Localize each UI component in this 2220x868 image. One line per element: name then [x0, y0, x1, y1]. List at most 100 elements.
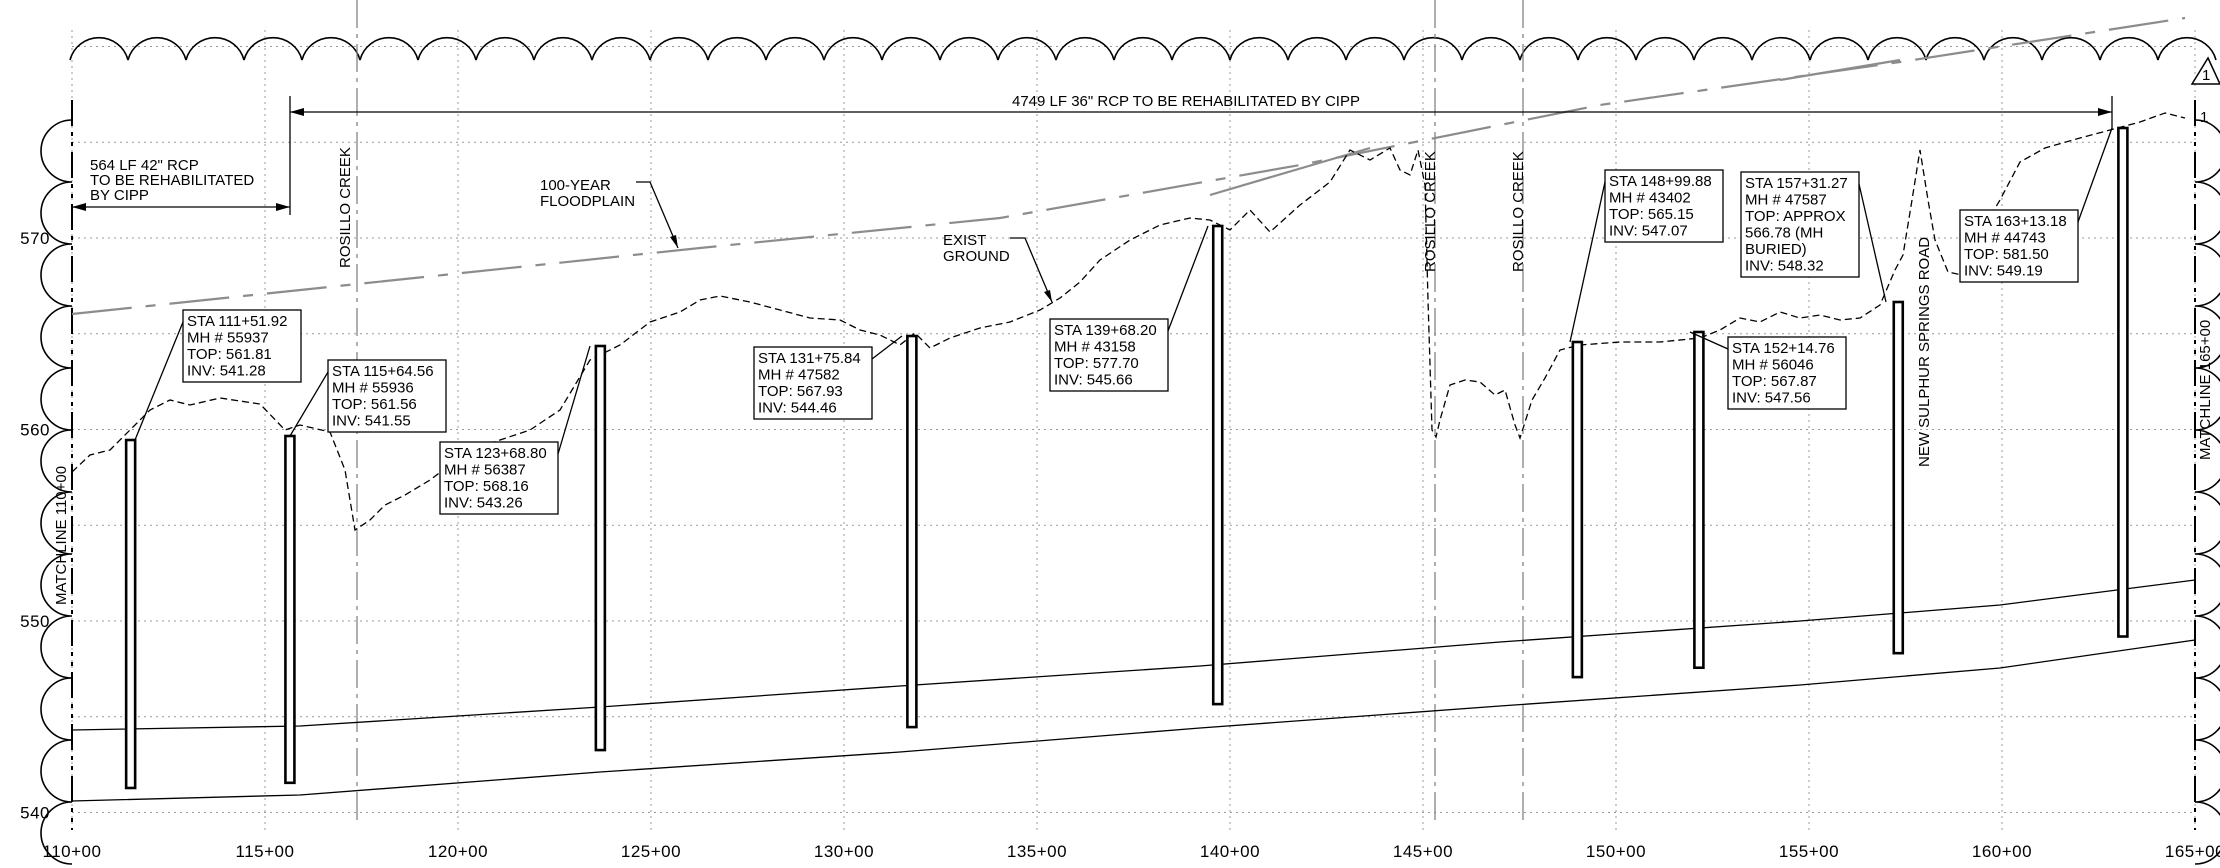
y-tick-label: 550 — [20, 612, 50, 631]
manhole-callout-box — [1604, 169, 1724, 243]
x-tick-label: 145+00 — [1393, 842, 1453, 861]
ground-callout: EXIST GROUND — [943, 232, 1053, 303]
x-tick-label: 140+00 — [1200, 842, 1260, 861]
manhole-callout-text: MH # 56387 — [444, 462, 526, 479]
y-tick-label: 560 — [20, 421, 50, 440]
manhole-callout-text: BURIED) — [1745, 241, 1807, 258]
manhole-leader — [871, 335, 903, 360]
manhole-callout-text: MH # 43158 — [1054, 339, 1136, 356]
creek-label-3: ROSILLO CREEK — [1510, 151, 1527, 272]
manhole-leader — [289, 371, 329, 437]
manhole-callout-text: STA 163+13.18 — [1964, 213, 2067, 230]
x-tick-label: 115+00 — [236, 842, 295, 861]
manhole-callout-text: INV: 547.07 — [1609, 223, 1688, 240]
x-tick-label: 110+00 — [43, 842, 102, 861]
pipe-crown-line — [71, 579, 2196, 731]
manhole-callout-text: TOP: 567.87 — [1732, 373, 1817, 390]
revision-mark: 1 — [2202, 67, 2210, 84]
manhole-callout-box — [753, 346, 873, 420]
floodplain-label-line-2: FLOODPLAIN — [540, 193, 635, 210]
manhole-callout-text: INV: 541.28 — [187, 363, 266, 380]
manhole-leader — [1569, 181, 1606, 343]
manhole-leader — [1167, 225, 1209, 332]
manhole-riser — [124, 438, 137, 790]
dimension-left-line-3: BY CIPP — [90, 187, 149, 204]
x-tick-label: 165+00 — [2165, 842, 2220, 861]
manhole-callout-text: INV: 545.66 — [1054, 372, 1133, 389]
manhole-callout-text: MH # 55937 — [187, 330, 269, 347]
creek-label-1: ROSILLO CREEK — [337, 147, 354, 268]
manhole-leader — [1689, 331, 1729, 350]
manhole-riser — [594, 344, 607, 752]
manhole-callout-text: MH # 47582 — [758, 367, 840, 384]
manhole-riser — [906, 334, 918, 729]
creek-label-2: ROSILLO CREEK — [1422, 151, 1439, 272]
manhole-callout-text: TOP: 581.50 — [1964, 246, 2049, 263]
manhole-callout-text: MH # 56046 — [1732, 357, 1814, 374]
manhole-callout-text: TOP: 577.70 — [1054, 355, 1139, 372]
manhole-callout-box — [1959, 209, 2079, 283]
manhole-riser — [1211, 224, 1224, 706]
dimension-left-line-1: 564 LF 42" RCP — [90, 157, 199, 174]
manhole-callout-text: INV: 544.46 — [758, 400, 837, 417]
pipe-invert-line — [71, 639, 2196, 802]
revision-cloud — [40, 36, 2220, 865]
road-label: NEW SULPHUR SPRINGS ROAD — [1916, 237, 1933, 467]
manhole-riser — [2117, 126, 2129, 638]
manhole-callout-text: TOP: 561.56 — [332, 396, 417, 413]
x-tick-label: 120+00 — [428, 842, 488, 861]
manhole-callout-text: TOP: 568.16 — [444, 478, 529, 495]
manhole-callout-text: STA 123+68.80 — [444, 445, 547, 462]
dimension-left: 564 LF 42" RCP TO BE REHABILITATED BY CI… — [72, 157, 290, 211]
manhole-leader — [2077, 127, 2113, 223]
manhole-callout-text: 566.78 (MH — [1745, 225, 1823, 242]
revision-triangle: 1 1 — [2190, 56, 2220, 126]
manhole-leader — [134, 321, 184, 441]
manhole-callout-text: MH # 47587 — [1745, 192, 1827, 209]
floodplain-callout: 100-YEAR FLOODPLAIN — [540, 177, 679, 249]
manhole-callout-text: STA 152+14.76 — [1732, 340, 1835, 357]
axis-tick-labels: 110+00 115+00 120+00 125+00 130+00 135+00 140+… — [20, 229, 2220, 861]
manhole-callout-text: INV: 541.55 — [332, 413, 411, 430]
revision-mark-2: 1 — [2200, 109, 2208, 126]
dimension-main: 4749 LF 36" RCP TO BE REHABILITATED BY C… — [289, 93, 2113, 215]
manhole-callout-text: TOP: 567.93 — [758, 383, 843, 400]
x-tick-label: 150+00 — [1586, 842, 1646, 861]
dimension-left-line-2: TO BE REHABILITATED — [90, 172, 254, 189]
manhole-riser — [1571, 340, 1584, 679]
manhole-callout-text: INV: 547.56 — [1732, 390, 1811, 407]
manhole-callout-text: TOP: APPROX — [1745, 208, 1846, 225]
manhole-callout-box — [1049, 318, 1169, 392]
manhole-callout-text: INV: 548.32 — [1745, 258, 1824, 275]
manhole-callout-text: STA 148+99.88 — [1609, 173, 1712, 190]
grey-reference-line — [1209, 58, 1901, 197]
x-tick-label: 155+00 — [1779, 842, 1839, 861]
manhole-riser — [1693, 330, 1705, 670]
manhole-callout-box — [1727, 336, 1847, 410]
revision-cloud-scallops — [40, 36, 2220, 865]
manhole-callout-text: TOP: 561.81 — [187, 346, 272, 363]
manhole-callout-text: MH # 43402 — [1609, 190, 1691, 207]
manhole-callout-text: STA 131+75.84 — [758, 350, 861, 367]
manhole-callout-text: TOP: 565.15 — [1609, 206, 1694, 223]
y-tick-label: 570 — [20, 229, 50, 248]
dimension-main-label: 4749 LF 36" RCP TO BE REHABILITATED BY C… — [1012, 93, 1360, 110]
manhole-callout-box — [439, 441, 559, 515]
manhole-callout-text: MH # 55936 — [332, 380, 414, 397]
x-tick-label: 135+00 — [1007, 842, 1067, 861]
x-tick-label: 125+00 — [621, 842, 681, 861]
manhole-leader — [1858, 183, 1887, 303]
matchline-right-label: MATCHLINE 165+00 — [2197, 320, 2214, 460]
manhole-callout-text: STA 115+64.56 — [332, 363, 434, 380]
